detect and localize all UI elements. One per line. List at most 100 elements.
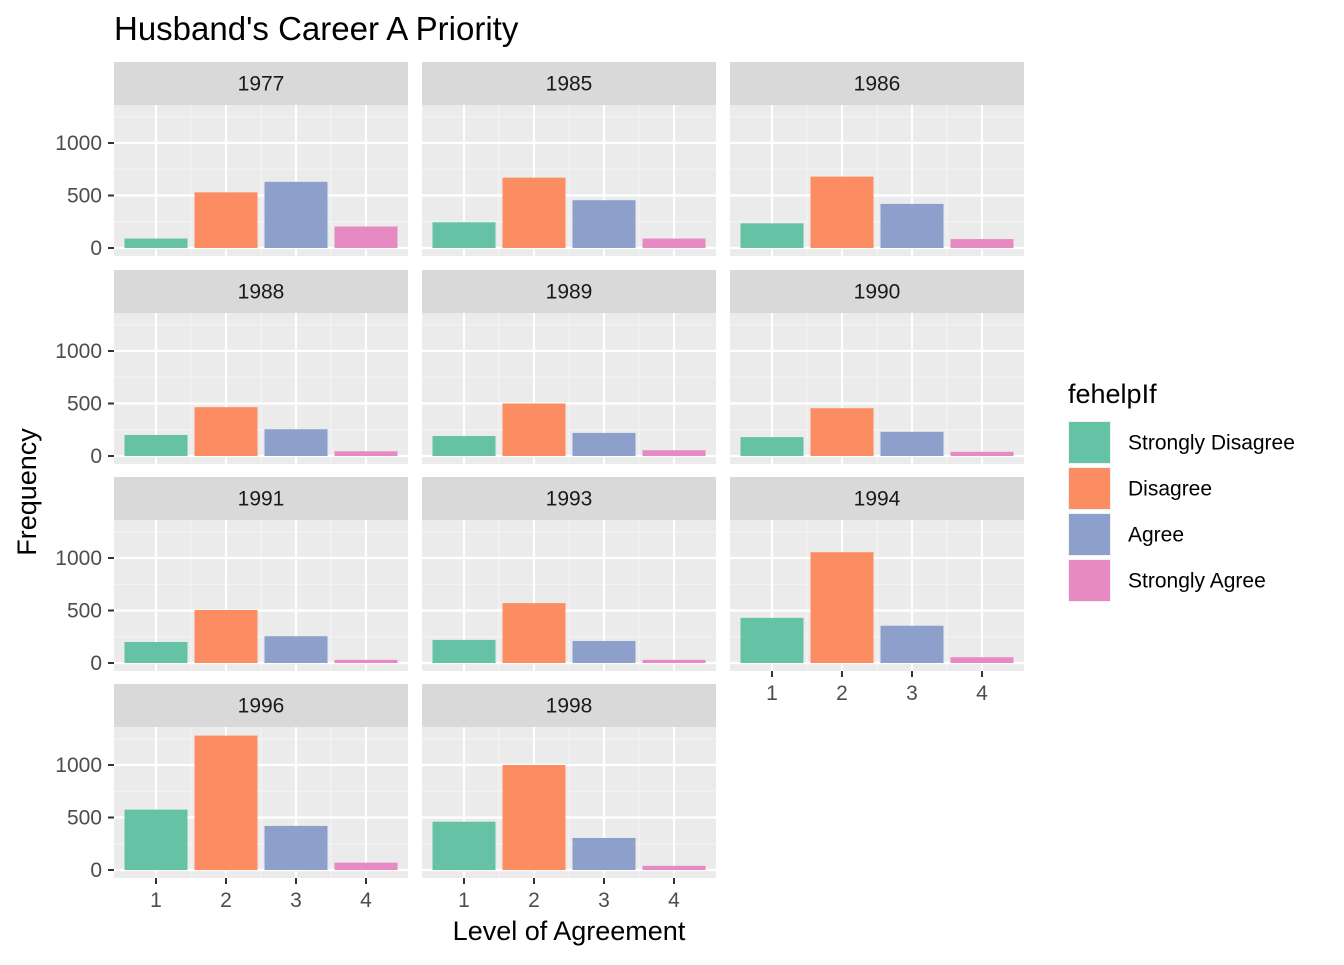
y-tick-label: 500 — [67, 393, 102, 416]
facet-strip-label: 1977 — [238, 73, 285, 96]
facet-strip — [422, 62, 716, 105]
legend-label: Strongly Disagree — [1128, 432, 1295, 455]
x-tick-label: 2 — [220, 889, 232, 912]
legend-item-3: Agree — [1068, 513, 1184, 556]
facet-strip-label: 1996 — [238, 695, 285, 718]
facet-panel-1994: 1994 1 2 3 4 — [730, 477, 1024, 705]
bar-1996-1 — [124, 809, 188, 870]
facet-strip-label: 1991 — [238, 488, 285, 511]
x-tick-label: 1 — [766, 682, 778, 705]
bar-1994-1 — [740, 617, 804, 663]
bar-1986-3 — [880, 203, 944, 248]
x-tick-label: 2 — [836, 682, 848, 705]
x-tick-label: 3 — [906, 682, 918, 705]
bar-1996-4 — [334, 862, 398, 870]
facet-strip — [422, 477, 716, 520]
bar-1977-4 — [334, 226, 398, 248]
facet-strip-label: 1988 — [238, 281, 285, 304]
bar-1994-3 — [880, 625, 944, 663]
bar-1998-4 — [642, 865, 706, 870]
legend: fehelpIf Strongly Disagree Disagree Agree S… — [1068, 379, 1295, 602]
facet-panel-1977: 1977 0 500 1000 — [55, 62, 408, 260]
bar-1988-3 — [264, 429, 328, 456]
bar-1991-4 — [334, 659, 398, 663]
legend-key-swatch — [1069, 468, 1110, 509]
legend-key-swatch — [1069, 514, 1110, 555]
bar-1993-2 — [502, 603, 566, 663]
y-tick-label: 500 — [67, 600, 102, 623]
facet-panel-1986: 1986 — [730, 62, 1024, 256]
bar-1998-2 — [502, 765, 566, 870]
facet-strip — [730, 62, 1024, 105]
bar-1991-1 — [124, 642, 188, 663]
y-tick-label: 1000 — [55, 132, 102, 155]
legend-item-1: Strongly Disagree — [1068, 421, 1295, 464]
bar-1986-1 — [740, 223, 804, 248]
bar-1988-1 — [124, 435, 188, 456]
bar-1985-4 — [642, 238, 706, 248]
bar-1998-3 — [572, 837, 636, 870]
bar-1990-4 — [950, 451, 1014, 456]
bar-1985-2 — [502, 177, 566, 248]
legend-key-swatch — [1069, 422, 1110, 463]
y-tick-label: 1000 — [55, 547, 102, 570]
facet-strip-label: 1994 — [854, 488, 901, 511]
x-axis-title: Level of Agreement — [453, 916, 686, 946]
facet-panel-1985: 1985 — [422, 62, 716, 256]
bar-1989-4 — [642, 450, 706, 456]
facet-strip-label: 1989 — [546, 281, 593, 304]
facet-panel-1991: 1991 0 500 1000 — [55, 477, 408, 675]
facet-strip-label: 1998 — [546, 695, 593, 718]
bar-1993-1 — [432, 639, 496, 663]
legend-item-2: Disagree — [1068, 467, 1212, 510]
y-tick-label: 500 — [67, 807, 102, 830]
legend-item-4: Strongly Agree — [1068, 559, 1266, 602]
facet-strip — [422, 684, 716, 727]
facet-panel-1993: 1993 — [422, 477, 716, 671]
x-tick-label: 4 — [668, 889, 680, 912]
chart-title: Husband's Career A Priority — [114, 10, 519, 47]
bar-1986-2 — [810, 176, 874, 248]
y-tick-label: 1000 — [55, 754, 102, 777]
bar-1998-1 — [432, 821, 496, 870]
facet-strip — [730, 270, 1024, 313]
bar-1985-1 — [432, 222, 496, 248]
x-tick-label: 3 — [290, 889, 302, 912]
legend-label: Agree — [1128, 524, 1184, 547]
facet-panel-1996: 1996 0 500 1000 1 2 3 4 — [55, 684, 408, 912]
bar-1994-2 — [810, 552, 874, 663]
bar-1986-4 — [950, 239, 1014, 248]
facet-panels: 1977 0 500 1000 1985 1986 1988 0 500 1000 1989 1990… — [55, 62, 1024, 912]
y-tick-label: 0 — [90, 859, 102, 882]
x-tick-label: 4 — [976, 682, 988, 705]
bar-1993-4 — [642, 659, 706, 663]
facet-strip-label: 1993 — [546, 488, 593, 511]
legend-title: fehelpIf — [1068, 379, 1157, 409]
bar-1990-3 — [880, 431, 944, 456]
bar-1993-3 — [572, 640, 636, 663]
facet-strip — [422, 270, 716, 313]
y-tick-label: 500 — [67, 185, 102, 208]
bar-1991-2 — [194, 609, 258, 663]
facet-strip — [114, 270, 408, 313]
facet-panel-1988: 1988 0 500 1000 — [55, 270, 408, 468]
facet-strip — [114, 684, 408, 727]
y-tick-label: 1000 — [55, 340, 102, 363]
facet-panel-1989: 1989 — [422, 270, 716, 464]
y-tick-label: 0 — [90, 652, 102, 675]
facet-strip — [730, 477, 1024, 520]
bar-1988-4 — [334, 451, 398, 456]
bar-1991-3 — [264, 636, 328, 663]
bar-1989-3 — [572, 432, 636, 456]
bar-1977-2 — [194, 192, 258, 248]
bar-1977-3 — [264, 181, 328, 248]
x-tick-label: 1 — [150, 889, 162, 912]
facet-strip — [114, 62, 408, 105]
bar-1985-3 — [572, 200, 636, 248]
x-tick-label: 1 — [458, 889, 470, 912]
facet-panel-1998: 1998 1 2 3 4 — [422, 684, 716, 912]
legend-key-swatch — [1069, 560, 1110, 601]
bar-1996-3 — [264, 825, 328, 870]
